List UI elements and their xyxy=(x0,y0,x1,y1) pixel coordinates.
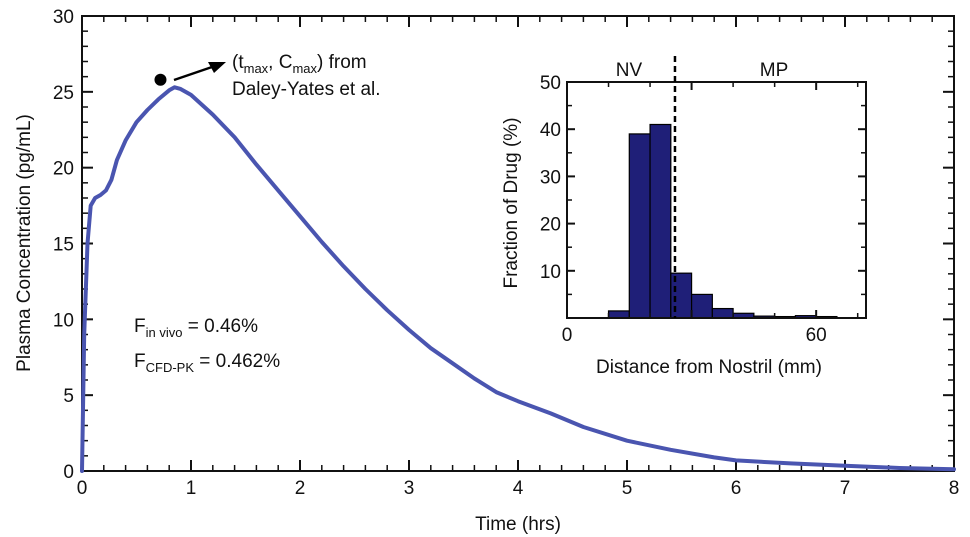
main-y-tick-label: 5 xyxy=(63,386,74,407)
main-x-tick-label: 8 xyxy=(949,478,960,499)
inset-y-tick-labels: 10 20 30 40 50 xyxy=(540,73,561,283)
main-x-tick-label: 1 xyxy=(186,478,197,499)
inset-bar xyxy=(628,133,651,319)
main-x-tick-label: 5 xyxy=(622,478,633,499)
main-x-tick-labels: 0 1 2 3 4 5 6 7 8 xyxy=(77,478,960,499)
inset-bar xyxy=(690,293,713,319)
main-x-tick-label: 6 xyxy=(731,478,742,499)
region-label-nv: NV xyxy=(616,60,643,81)
inset-bar xyxy=(649,123,672,319)
cmax-annotation-arrow xyxy=(173,62,226,82)
inset-y-tick-label: 10 xyxy=(540,262,561,283)
main-y-tick-label: 0 xyxy=(63,462,74,483)
main-x-tick-label: 0 xyxy=(77,478,88,499)
inset-bar xyxy=(607,310,630,319)
main-y-axis-label: Plasma Concentration (pg/mL) xyxy=(14,114,35,372)
inset-y-tick-label: 50 xyxy=(540,73,561,94)
cmax-annotation-line2: Daley-Yates et al. xyxy=(232,79,381,100)
inset-x-tick-label: 60 xyxy=(806,325,827,346)
inset-x-tick-label: 0 xyxy=(562,325,573,346)
main-x-tick-label: 4 xyxy=(513,478,524,499)
main-y-tick-label: 25 xyxy=(53,83,74,104)
inset-y-axis-label: Fraction of Drug (%) xyxy=(501,117,522,288)
main-x-tick-label: 2 xyxy=(295,478,306,499)
f-cfd-pk-label: FCFD-PK = 0.462% xyxy=(134,351,280,375)
main-y-tick-label: 10 xyxy=(53,310,74,331)
main-y-tick-label: 30 xyxy=(53,7,74,28)
inset-background xyxy=(567,82,866,318)
main-y-tick-label: 15 xyxy=(53,235,74,256)
main-x-tick-label: 3 xyxy=(404,478,415,499)
cmax-marker xyxy=(154,73,167,86)
main-x-tick-label: 7 xyxy=(840,478,851,499)
inset-x-axis-label: Distance from Nostril (mm) xyxy=(596,357,822,378)
inset-y-tick-label: 20 xyxy=(540,215,561,236)
main-y-tick-label: 20 xyxy=(53,159,74,180)
inset-axis-ticks xyxy=(566,81,866,318)
main-chart: 0 1 2 3 4 5 6 7 8 0 5 10 15 20 25 30 (tmax, Cmax) from… xyxy=(14,7,959,535)
region-label-mp: MP xyxy=(760,60,789,81)
inset-y-tick-label: 30 xyxy=(540,167,561,188)
main-series-line xyxy=(80,85,956,473)
inset-bar xyxy=(711,307,734,319)
inset-y-tick-label: 40 xyxy=(540,120,561,141)
inset-chart: 10 20 30 40 50 0 60 NV MP Distance from Nostr… xyxy=(501,56,867,378)
cmax-annotation-line1: (tmax, Cmax) from xyxy=(232,52,367,76)
main-x-axis-label: Time (hrs) xyxy=(475,514,561,535)
f-in-vivo-label: Fin vivo = 0.46% xyxy=(134,316,258,340)
main-y-tick-labels: 0 5 10 15 20 25 30 xyxy=(53,7,74,483)
inset-x-tick-labels: 0 60 xyxy=(562,325,827,346)
